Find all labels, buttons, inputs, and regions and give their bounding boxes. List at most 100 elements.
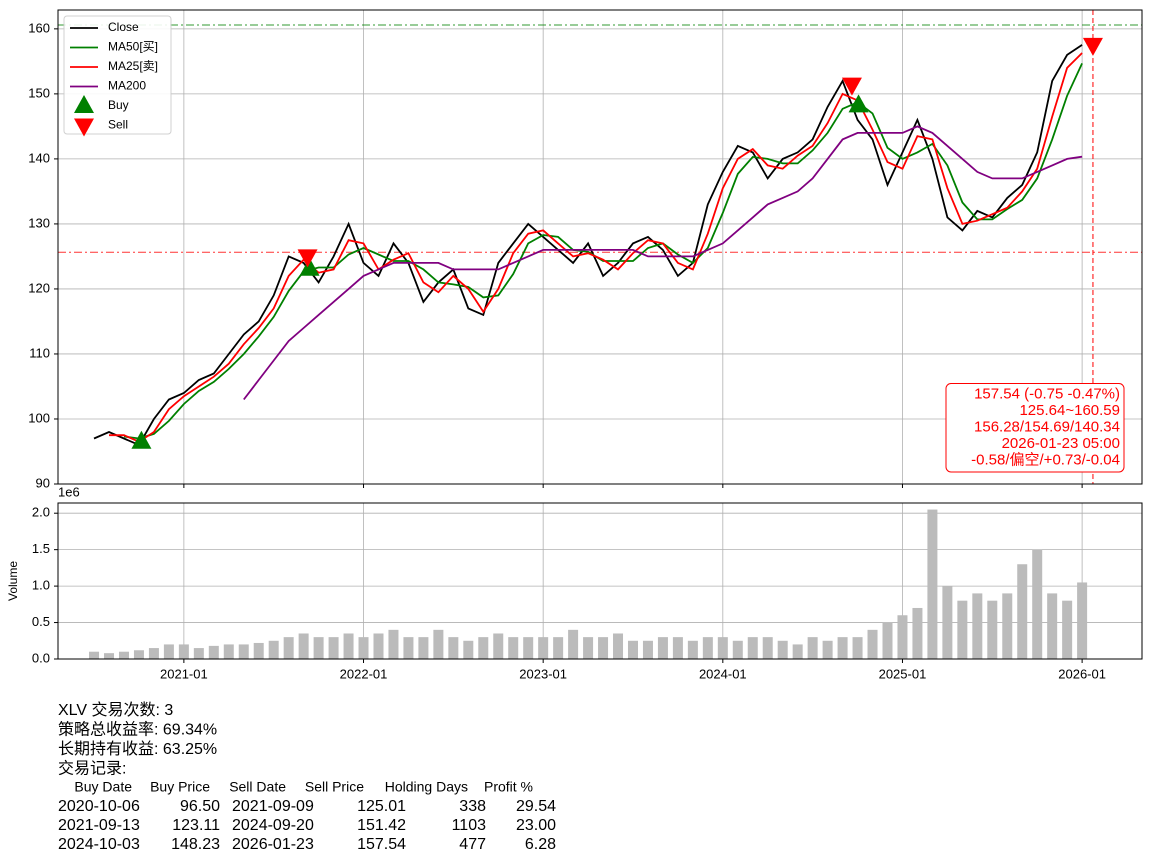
volume-bar [1017, 564, 1028, 659]
volume-bar [328, 637, 339, 659]
volume-bar [972, 593, 983, 659]
volume-bar [867, 629, 878, 659]
table-cell: 125.01 [357, 798, 406, 815]
table-cell: 477 [459, 836, 486, 853]
table-cell: 29.54 [516, 798, 556, 815]
volume-bar [508, 637, 519, 659]
volume-bar [178, 644, 189, 659]
volume-bar [613, 633, 624, 659]
volume-bar [403, 637, 414, 659]
volume-bar [373, 633, 384, 659]
legend-box [63, 15, 172, 135]
volume-bar [193, 648, 204, 659]
volume-bar [657, 637, 668, 659]
volume-bar [104, 653, 115, 659]
summary-line: 长期持有收益: 63.25% [58, 740, 217, 758]
legend-label: Buy [108, 98, 129, 112]
table-cell: 96.50 [180, 798, 220, 815]
y-tick-label: 130 [28, 215, 50, 230]
series-line [243, 125, 1083, 401]
volume-bar [762, 637, 773, 659]
volume-bar [927, 509, 938, 659]
summary-line: XLV 交易次数: 3 [58, 701, 173, 719]
volume-bar [478, 637, 489, 659]
table-cell: 6.28 [525, 836, 556, 853]
y-tick-label: 1.5 [32, 541, 50, 556]
table-cell: 157.54 [357, 836, 406, 853]
volume-bar [882, 622, 893, 659]
y-tick-label: 90 [36, 475, 50, 490]
table-cell: 2026-01-23 [232, 836, 314, 853]
volume-bar [253, 642, 264, 659]
summary-line: 策略总收益率: 69.34% [58, 721, 217, 739]
volume-bar [238, 644, 249, 659]
plot-area [89, 509, 1088, 659]
annotation-text: 157.54 (-0.75 -0.47%) [974, 386, 1120, 403]
volume-bar [942, 586, 953, 659]
series-line [123, 63, 1083, 440]
volume-bar [837, 637, 848, 659]
volume-bar [822, 640, 833, 659]
legend-label: MA50[买] [108, 40, 158, 54]
table-cell: 2021-09-09 [232, 798, 314, 815]
legend-label: MA25[卖] [108, 59, 158, 73]
axes-frame [57, 502, 1143, 660]
table-header: Sell Price [305, 779, 364, 795]
table-cell: 2021-09-13 [58, 817, 140, 834]
table-cell: 151.42 [357, 817, 406, 834]
volume-bar [493, 633, 504, 659]
legend-swatch [74, 95, 94, 113]
annotation-text: 2026-01-23 05:00 [1002, 435, 1120, 452]
volume-bar [538, 637, 549, 659]
axis-offset-label: 1e6 [58, 484, 80, 499]
table-header: Buy Date [74, 779, 132, 795]
series-line [109, 52, 1083, 443]
volume-bar [283, 637, 294, 659]
volume-bar [747, 637, 758, 659]
volume-bar [1032, 549, 1043, 659]
table-cell: 123.11 [172, 817, 220, 834]
summary-line: 交易记录: [58, 760, 126, 778]
volume-bar [553, 637, 564, 659]
volume-bar [583, 637, 594, 659]
volume-bar [523, 637, 534, 659]
volume-bar [672, 637, 683, 659]
annotation-text: 156.28/154.69/140.34 [974, 419, 1120, 436]
volume-bar [807, 637, 818, 659]
volume-bar [163, 644, 174, 659]
volume-bar [388, 629, 399, 659]
plot-area [58, 10, 1142, 484]
table-cell: 2020-10-06 [58, 798, 140, 815]
y-tick-label: 150 [28, 85, 50, 100]
volume-bar [598, 637, 609, 659]
volume-bar [298, 633, 309, 659]
trade-marker [297, 249, 318, 268]
annotation-box [945, 383, 1125, 473]
legend-label: MA200 [108, 79, 146, 93]
volume-bar [732, 640, 743, 659]
volume-bar [912, 607, 923, 659]
y-axis-label: Volume [6, 561, 20, 601]
volume-bar [89, 651, 100, 659]
volume-bar [223, 644, 234, 659]
volume-bar [313, 637, 324, 659]
legend-label: Close [108, 20, 139, 34]
y-tick-label: 160 [28, 20, 50, 35]
y-tick-label: 140 [28, 150, 50, 165]
y-tick-label: 0.5 [32, 614, 50, 629]
volume-bar [418, 637, 429, 659]
volume-bar [777, 640, 788, 659]
table-cell: 1103 [452, 817, 487, 834]
y-tick-label: 1.0 [32, 578, 50, 593]
table-header: Holding Days [385, 779, 468, 795]
volume-bar [1062, 600, 1073, 659]
volume-bar [1002, 593, 1013, 659]
volume-bar [268, 640, 279, 659]
volume-bar [433, 629, 444, 659]
x-tick-label: 2024-01 [699, 666, 747, 681]
volume-bar [1077, 582, 1088, 659]
table-header: Buy Price [150, 779, 210, 795]
x-tick-label: 2026-01 [1058, 666, 1106, 681]
volume-bar [448, 637, 459, 659]
